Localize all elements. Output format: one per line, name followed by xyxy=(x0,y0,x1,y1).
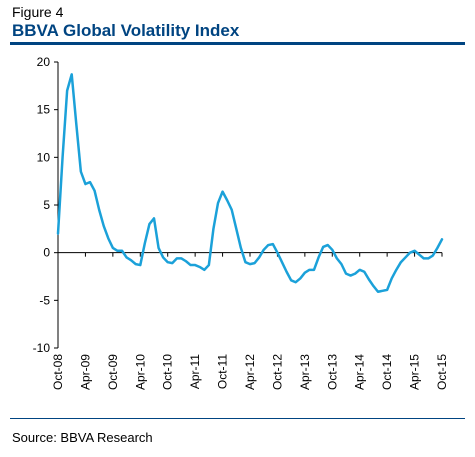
x-tick-label: Oct-14 xyxy=(380,354,394,390)
y-tick-label: -5 xyxy=(39,293,50,307)
y-tick-label: 5 xyxy=(43,198,50,212)
x-tick-label: Apr-10 xyxy=(133,354,147,390)
x-tick-label: Oct-08 xyxy=(51,354,65,390)
y-tick-label: -10 xyxy=(33,341,51,355)
x-tick-label: Oct-10 xyxy=(161,354,175,390)
x-axis-ticks: Oct-08 Apr-09 Oct-09 Apr-10 Oct-10 Apr-11 Oct-… xyxy=(51,252,449,390)
figure-label: Figure 4 xyxy=(12,4,64,20)
chart-series xyxy=(56,73,444,293)
figure-title: BBVA Global Volatility Index xyxy=(12,21,240,40)
y-tick-label: 20 xyxy=(37,55,51,69)
volatility-index-line xyxy=(56,73,444,293)
x-tick-label: Apr-14 xyxy=(353,354,367,390)
x-tick-label: Apr-13 xyxy=(298,354,312,390)
x-tick-label: Oct-12 xyxy=(270,354,284,390)
y-tick-label: 15 xyxy=(37,103,51,117)
source-rule xyxy=(10,418,465,419)
x-tick-label: Apr-11 xyxy=(188,354,202,389)
x-tick-label: Oct-11 xyxy=(216,354,230,389)
y-tick-label: 0 xyxy=(43,246,50,260)
source-note: Source: BBVA Research xyxy=(12,430,153,445)
x-tick-label: Apr-15 xyxy=(408,354,422,390)
y-axis-ticks: -10 -5 0 5 10 15 20 xyxy=(33,55,58,355)
x-tick-label: Apr-09 xyxy=(78,354,92,390)
x-tick-label: Oct-15 xyxy=(435,354,449,390)
chart-axes xyxy=(57,62,442,348)
y-tick-label: 10 xyxy=(37,150,51,164)
title-rule xyxy=(10,42,465,45)
x-tick-label: Apr-12 xyxy=(243,354,257,390)
x-tick-label: Oct-09 xyxy=(106,354,120,390)
x-tick-label: Oct-13 xyxy=(325,354,339,390)
